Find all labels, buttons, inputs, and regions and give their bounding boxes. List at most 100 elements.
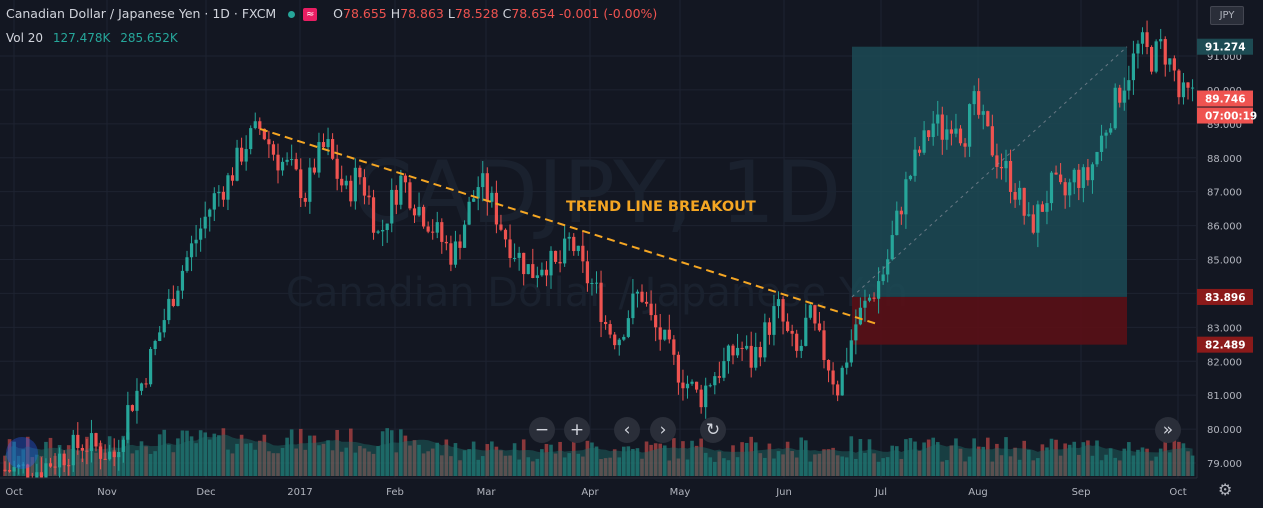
candle-body — [476, 187, 480, 199]
volume-bar — [804, 440, 808, 476]
candle-body — [1118, 87, 1122, 103]
scroll-right-icon[interactable]: › — [650, 417, 676, 443]
volume-bar — [640, 458, 644, 476]
candle-body — [35, 472, 39, 482]
price-tick-label: 91.000 — [1207, 52, 1242, 63]
volume-bar — [453, 443, 458, 476]
volume-bar — [426, 451, 430, 476]
candle-body — [1072, 169, 1076, 183]
candle-body — [877, 281, 881, 299]
currency-badge[interactable]: JPY — [1210, 6, 1244, 25]
candle-body — [485, 173, 489, 202]
candle-body — [276, 154, 280, 171]
volume-bar — [699, 438, 703, 476]
market-open-icon — [288, 10, 296, 18]
volume-bar — [244, 443, 248, 476]
volume-bar — [844, 457, 849, 476]
candle-body — [167, 298, 171, 321]
volume-bar — [1158, 448, 1163, 476]
volume-bar — [1072, 441, 1077, 476]
volume-bar — [740, 442, 744, 476]
volume-bar — [667, 460, 672, 476]
volume-bar — [321, 443, 326, 476]
candle-body — [1099, 135, 1104, 152]
settings-gear-icon[interactable]: ⚙ — [1218, 480, 1233, 499]
volume-bar — [703, 452, 708, 476]
volume-bar — [904, 439, 908, 476]
trend-line-breakout-label: TREND LINE BREAKOUT — [566, 199, 756, 215]
candle-body — [376, 231, 380, 233]
volume-bar — [176, 438, 180, 476]
candle-body — [790, 330, 794, 334]
volume-bar — [412, 440, 417, 476]
volume-bar — [1181, 443, 1186, 476]
zoom-in-icon[interactable]: + — [564, 417, 590, 443]
tradingview-logo-icon[interactable] — [6, 437, 38, 469]
candle-body — [849, 340, 853, 363]
volume-bar — [763, 457, 767, 476]
volume-bar — [162, 429, 167, 476]
candle-body — [262, 128, 266, 140]
volume-bar — [1145, 448, 1149, 476]
candle-body — [162, 320, 166, 333]
volume-bar — [1067, 444, 1072, 476]
volume-bar — [840, 456, 844, 476]
entry-price-label-bg — [1197, 288, 1253, 305]
candle-body — [581, 245, 585, 262]
volume-bar — [1026, 449, 1031, 476]
zoom-out-icon[interactable]: − — [529, 417, 555, 443]
candle-body — [608, 324, 612, 335]
volume-bar — [471, 441, 476, 476]
volume-bar — [922, 442, 926, 476]
candle-body — [1059, 174, 1063, 183]
candle-body — [435, 222, 439, 233]
volume-bar — [330, 450, 335, 476]
candle-body — [1022, 187, 1026, 216]
volume-bar — [253, 449, 258, 476]
volume-bar — [444, 439, 449, 476]
candle-body — [235, 147, 239, 181]
volume-bar — [1108, 448, 1113, 476]
candle-body — [1081, 167, 1085, 188]
scroll-to-end-icon[interactable]: » — [1155, 417, 1181, 443]
volume-bar — [403, 435, 408, 476]
candle-body — [462, 224, 467, 248]
volume-bar — [317, 445, 321, 476]
candle-body — [1109, 128, 1113, 133]
volume-bar — [235, 443, 239, 476]
candle-body — [817, 323, 822, 331]
candle-body — [490, 192, 494, 202]
volume-bar — [753, 442, 758, 476]
candle-body — [895, 210, 899, 236]
candle-body — [39, 472, 43, 478]
volume-label[interactable]: Vol 20 — [6, 31, 44, 45]
wave-icon[interactable]: ≈ — [303, 8, 318, 21]
candle-body — [517, 252, 521, 258]
candle-body — [990, 126, 994, 156]
volume-bar — [690, 440, 694, 476]
volume-bar — [12, 441, 16, 476]
candle-body — [244, 149, 248, 162]
candle-body — [735, 347, 740, 356]
volume-bar — [194, 443, 198, 476]
volume-bar — [267, 451, 271, 476]
candle-body — [203, 216, 207, 229]
volume-bar — [1036, 458, 1040, 476]
volume-bar — [503, 455, 508, 476]
reset-icon[interactable]: ↻ — [700, 417, 726, 443]
symbol-title[interactable]: Canadian Dollar / Japanese Yen · 1D · FX… — [6, 6, 277, 21]
scroll-left-icon[interactable]: ‹ — [614, 417, 640, 443]
candle-body — [1181, 82, 1186, 98]
volume-bar — [512, 443, 517, 476]
candle-body — [1045, 203, 1049, 212]
candle-body — [312, 167, 316, 173]
volume-bar — [371, 453, 376, 476]
volume-bar — [76, 450, 80, 476]
volume-bar — [362, 448, 367, 476]
candle-body — [481, 173, 485, 188]
volume-bar — [808, 461, 813, 476]
candle-body — [881, 274, 885, 282]
volume-bar — [144, 446, 148, 476]
